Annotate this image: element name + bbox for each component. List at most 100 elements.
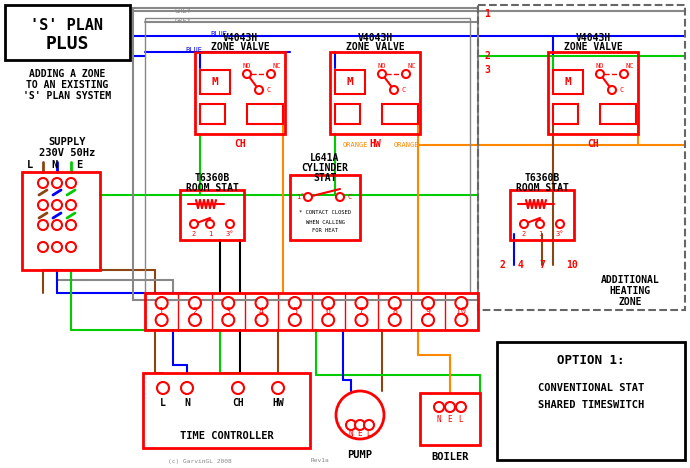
Text: NO: NO xyxy=(595,63,604,69)
Circle shape xyxy=(255,297,268,309)
Text: CYLINDER: CYLINDER xyxy=(302,163,348,173)
Text: 2: 2 xyxy=(522,231,526,237)
Text: ZONE VALVE: ZONE VALVE xyxy=(346,42,404,52)
Text: NC: NC xyxy=(273,63,282,69)
Circle shape xyxy=(38,242,48,252)
Text: ZONE VALVE: ZONE VALVE xyxy=(564,42,622,52)
Text: 1: 1 xyxy=(538,231,542,237)
Circle shape xyxy=(388,314,401,326)
Text: 1°: 1° xyxy=(296,194,304,200)
Text: 3: 3 xyxy=(226,307,230,316)
Circle shape xyxy=(232,382,244,394)
Circle shape xyxy=(322,314,334,326)
Circle shape xyxy=(388,297,401,309)
Circle shape xyxy=(346,420,356,430)
Circle shape xyxy=(402,70,410,78)
Text: M: M xyxy=(346,77,353,87)
Text: PLUS: PLUS xyxy=(46,35,89,53)
Circle shape xyxy=(455,314,467,326)
Text: ZONE: ZONE xyxy=(618,297,642,307)
Text: C: C xyxy=(348,194,352,200)
Text: 4: 4 xyxy=(259,307,264,316)
Circle shape xyxy=(536,220,544,228)
Text: V4043H: V4043H xyxy=(222,33,257,43)
Circle shape xyxy=(364,420,374,430)
Text: T6360B: T6360B xyxy=(195,173,230,183)
Circle shape xyxy=(52,242,62,252)
Circle shape xyxy=(304,193,312,201)
Text: * CONTACT CLOSED: * CONTACT CLOSED xyxy=(299,211,351,215)
Text: NO: NO xyxy=(377,63,386,69)
Text: CH: CH xyxy=(587,139,599,149)
Text: 3°: 3° xyxy=(226,231,234,237)
Text: BOILER: BOILER xyxy=(431,452,469,462)
Circle shape xyxy=(66,242,76,252)
Circle shape xyxy=(38,178,48,188)
Text: C: C xyxy=(620,87,624,93)
Circle shape xyxy=(255,314,268,326)
Text: L   N   E: L N E xyxy=(27,160,83,170)
Circle shape xyxy=(355,420,365,430)
Circle shape xyxy=(66,200,76,210)
Circle shape xyxy=(422,314,434,326)
Text: FOR HEAT: FOR HEAT xyxy=(312,228,338,234)
Text: WHEN CALLING: WHEN CALLING xyxy=(306,219,344,225)
Text: BLUE: BLUE xyxy=(210,31,227,37)
Text: Rev1a: Rev1a xyxy=(310,459,329,463)
Text: 10: 10 xyxy=(456,307,466,316)
Text: GREY: GREY xyxy=(175,18,192,24)
Circle shape xyxy=(520,220,528,228)
Text: (c) GarvinGL 2008: (c) GarvinGL 2008 xyxy=(168,459,232,463)
Circle shape xyxy=(255,86,263,94)
Text: 7: 7 xyxy=(539,260,545,270)
Circle shape xyxy=(52,178,62,188)
Text: ADDITIONAL: ADDITIONAL xyxy=(600,275,660,285)
Circle shape xyxy=(267,70,275,78)
Text: NC: NC xyxy=(626,63,634,69)
Text: 9: 9 xyxy=(426,307,431,316)
Text: 1: 1 xyxy=(159,307,164,316)
Text: HW: HW xyxy=(369,139,381,149)
Text: SHARED TIMESWITCH: SHARED TIMESWITCH xyxy=(538,400,644,410)
Circle shape xyxy=(66,220,76,230)
Text: 3°: 3° xyxy=(555,231,564,237)
Circle shape xyxy=(181,382,193,394)
Text: ORANGE: ORANGE xyxy=(343,142,368,148)
Circle shape xyxy=(38,220,48,230)
Text: 230V 50Hz: 230V 50Hz xyxy=(39,148,95,158)
Text: ROOM STAT: ROOM STAT xyxy=(186,183,239,193)
Circle shape xyxy=(189,314,201,326)
Circle shape xyxy=(289,297,301,309)
Circle shape xyxy=(222,314,234,326)
Text: N: N xyxy=(437,415,442,424)
Text: CH: CH xyxy=(234,139,246,149)
Text: STAT: STAT xyxy=(313,173,337,183)
Text: NO: NO xyxy=(243,63,251,69)
Text: V4043H: V4043H xyxy=(357,33,393,43)
Text: 4: 4 xyxy=(517,260,523,270)
Text: 6: 6 xyxy=(326,307,331,316)
Text: NC: NC xyxy=(408,63,416,69)
Circle shape xyxy=(336,391,384,439)
Circle shape xyxy=(190,220,198,228)
Text: 2: 2 xyxy=(484,51,490,61)
Circle shape xyxy=(38,200,48,210)
Circle shape xyxy=(455,297,467,309)
Circle shape xyxy=(596,70,604,78)
Text: V4043H: V4043H xyxy=(575,33,611,43)
Text: E: E xyxy=(357,430,362,439)
Text: TO AN EXISTING: TO AN EXISTING xyxy=(26,80,108,90)
Text: SUPPLY: SUPPLY xyxy=(48,137,86,147)
Text: 7: 7 xyxy=(359,307,364,316)
Circle shape xyxy=(156,314,168,326)
Text: 'S' PLAN SYSTEM: 'S' PLAN SYSTEM xyxy=(23,91,111,101)
Text: 'S' PLAN: 'S' PLAN xyxy=(30,17,104,32)
Circle shape xyxy=(157,382,169,394)
Text: 2: 2 xyxy=(193,307,197,316)
Circle shape xyxy=(378,70,386,78)
Circle shape xyxy=(52,220,62,230)
Text: 2: 2 xyxy=(499,260,505,270)
Text: 2: 2 xyxy=(192,231,196,237)
Circle shape xyxy=(222,297,234,309)
Text: TIME CONTROLLER: TIME CONTROLLER xyxy=(179,431,273,441)
